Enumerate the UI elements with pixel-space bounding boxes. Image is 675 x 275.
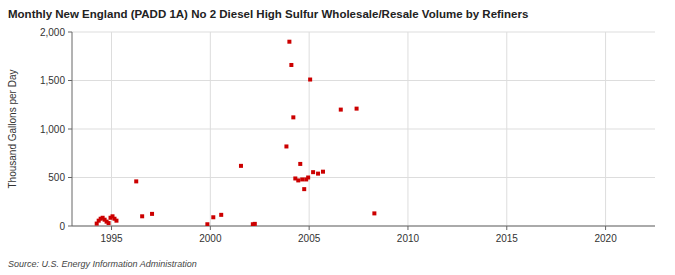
point [239,164,243,168]
point [302,187,306,191]
tick-label: 2010 [397,233,420,244]
tick-label: 1,500 [40,75,65,86]
tick-mark [210,226,211,230]
tick-label: 2000 [199,233,222,244]
tick-mark [309,226,310,230]
grid-line [506,32,507,226]
tick-label: 500 [48,172,65,183]
tick-mark [506,226,507,230]
point [219,213,223,217]
y-axis-label: Thousand Gallons per Day [7,70,18,189]
x-axis-line [72,226,655,227]
grid [72,32,655,226]
grid-line [72,226,655,227]
point [321,170,325,174]
point [291,115,295,119]
tick-mark [68,32,72,33]
point [253,222,257,226]
grid-line [72,129,655,130]
point [114,219,118,223]
point [300,177,304,181]
points [95,40,377,226]
grid-line [72,177,655,178]
point [308,78,312,82]
point [107,221,111,225]
tick-mark [605,226,606,230]
tick-label: 2005 [298,233,321,244]
point [306,176,310,180]
point [296,178,300,182]
point [339,108,343,112]
grid-line [605,32,606,226]
point [372,211,376,215]
source: Source: U.S. Energy Information Administ… [8,259,197,269]
point [140,214,144,218]
tick-mark [407,226,408,230]
title: Monthly New England (PADD 1A) No 2 Diese… [8,8,528,20]
point [316,172,320,176]
tick-label: 1,000 [40,124,65,135]
point [355,107,359,111]
chart: 0 500 1,000 1,500 2,000 1995 2000 2005 2010 2015 2… [0,0,675,275]
tick-mark [68,129,72,130]
tick-label: 2020 [594,233,617,244]
tick-label: 1995 [100,233,123,244]
point [284,144,288,148]
point [298,162,302,166]
y-axis-line [72,32,73,226]
point [134,179,138,183]
tick-mark [68,80,72,81]
point [311,170,315,174]
tick-label: 2,000 [40,27,65,38]
grid-line [407,32,408,226]
point [205,222,209,226]
grid-line [210,32,211,226]
grid-line [72,80,655,81]
tick-mark [68,226,72,227]
grid-line [72,32,655,33]
point [287,40,291,44]
grid-line [309,32,310,226]
tick-mark [111,226,112,230]
tick-label: 0 [59,221,65,232]
point [211,215,215,219]
tick-label: 2015 [496,233,519,244]
tick-mark [68,177,72,178]
point [289,63,293,67]
grid-line [111,32,112,226]
axes: 0 500 1,000 1,500 2,000 1995 2000 2005 2010 2015 2… [40,27,655,245]
point [150,212,154,216]
